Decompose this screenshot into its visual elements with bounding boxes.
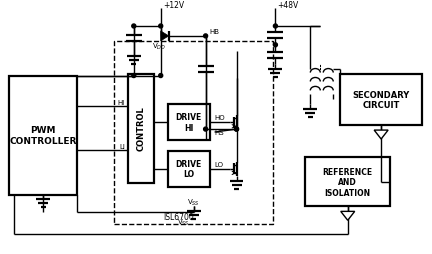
Circle shape xyxy=(235,128,238,132)
Circle shape xyxy=(159,74,163,78)
Circle shape xyxy=(273,44,277,47)
Bar xyxy=(114,42,273,224)
Polygon shape xyxy=(374,131,388,139)
Circle shape xyxy=(273,25,277,29)
Text: V$_{SS}$: V$_{SS}$ xyxy=(187,197,200,207)
Polygon shape xyxy=(161,32,168,42)
Circle shape xyxy=(203,35,208,39)
Text: DRIVE
LO: DRIVE LO xyxy=(175,160,202,179)
Bar xyxy=(9,76,77,195)
Circle shape xyxy=(159,25,163,29)
Bar xyxy=(305,157,390,207)
Bar xyxy=(168,151,210,187)
Text: REFERENCE
AND
ISOLATION: REFERENCE AND ISOLATION xyxy=(323,167,373,197)
Circle shape xyxy=(235,128,238,132)
Circle shape xyxy=(132,25,136,29)
Bar xyxy=(128,74,154,183)
Text: HI: HI xyxy=(118,100,125,106)
Text: PWM
CONTROLLER: PWM CONTROLLER xyxy=(10,126,77,145)
Text: HS: HS xyxy=(215,130,224,136)
Polygon shape xyxy=(341,212,355,220)
Text: CONTROL: CONTROL xyxy=(136,106,145,151)
Circle shape xyxy=(203,128,208,132)
Text: LI: LI xyxy=(119,143,125,149)
Text: DRIVE
HI: DRIVE HI xyxy=(175,113,202,132)
Text: V$_{DD}$: V$_{DD}$ xyxy=(152,42,166,52)
Circle shape xyxy=(132,74,136,78)
Text: HO: HO xyxy=(215,115,225,121)
Bar xyxy=(340,74,422,126)
Text: SECONDARY
CIRCUIT: SECONDARY CIRCUIT xyxy=(353,90,410,110)
Text: HB: HB xyxy=(210,29,219,35)
Bar xyxy=(168,105,210,140)
Text: LO: LO xyxy=(215,161,224,167)
Text: ISL6700: ISL6700 xyxy=(163,212,194,221)
Text: +48V: +48V xyxy=(277,1,299,10)
Text: +12V: +12V xyxy=(163,1,184,10)
Text: V$_{SS}$: V$_{SS}$ xyxy=(177,217,190,228)
